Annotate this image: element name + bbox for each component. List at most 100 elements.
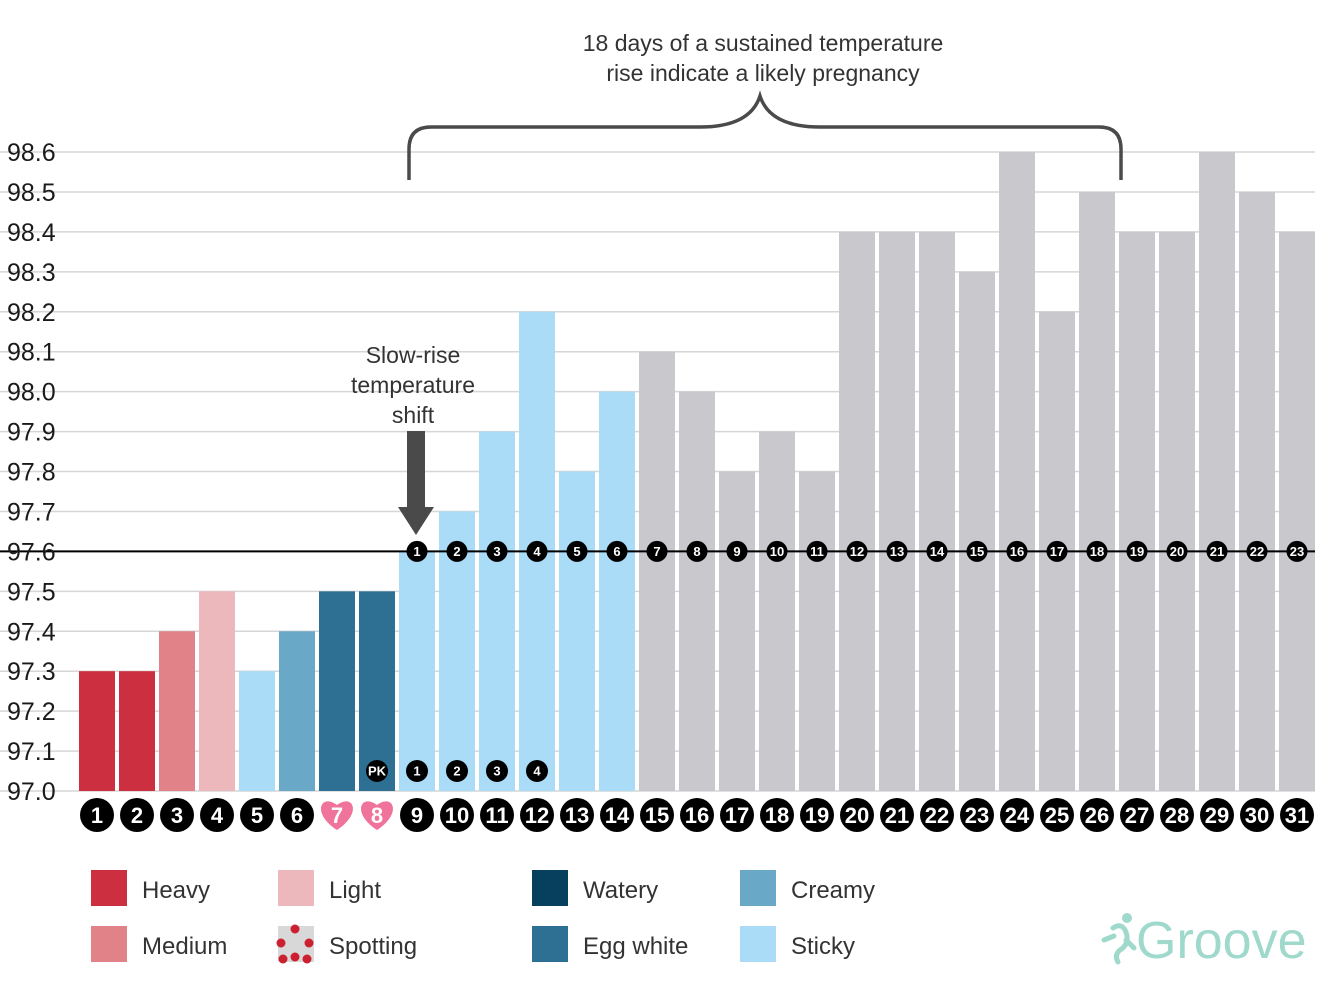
- day-marker-circle: [760, 798, 794, 832]
- rise-marker-label: 10: [770, 544, 784, 559]
- y-tick-label: 97.5: [7, 578, 56, 606]
- rise-marker-circle: [1166, 540, 1188, 562]
- day-marker-circle: [1280, 798, 1314, 832]
- rise-marker-label: 21: [1210, 544, 1224, 559]
- rise-marker-label: 14: [930, 544, 945, 559]
- peak-markers: PK 1 2 3 4: [366, 760, 548, 782]
- day-label: 17: [725, 803, 749, 828]
- legend-swatch-light: [278, 870, 314, 906]
- y-tick-label: 97.8: [7, 459, 56, 487]
- legend-label-spotting: Spotting: [329, 933, 417, 960]
- y-axis: 98.6 98.5 98.4 98.3 98.2 98.1 98.0 97.9 97.8 97.7…: [7, 139, 56, 806]
- day-marker-circle: [640, 798, 674, 832]
- peak-marker-circle: [446, 760, 468, 782]
- bar-day-14: [599, 391, 635, 791]
- day-marker-circle: [1200, 798, 1234, 832]
- day-label: 15: [645, 803, 669, 828]
- rise-marker-label: 8: [693, 544, 700, 559]
- day-label: 8: [371, 803, 383, 828]
- rise-marker-label: 4: [533, 544, 541, 559]
- arrow-annotation-line-2: temperature: [351, 372, 475, 398]
- arrow-annotation-line-1: Slow-rise: [366, 342, 461, 368]
- rise-marker-circle: [446, 540, 468, 562]
- legend-swatch-egg_white: [532, 926, 568, 962]
- bar-day-30: [1239, 191, 1275, 791]
- rise-marker-label: 7: [653, 544, 660, 559]
- peak-marker-label: 4: [533, 764, 541, 779]
- brace-annotation-line-2: rise indicate a likely pregnancy: [606, 60, 920, 86]
- rise-marker-circle: [806, 540, 828, 562]
- bar-day-7: [319, 591, 355, 791]
- y-tick-label: 98.2: [7, 299, 56, 327]
- bar-day-21: [879, 231, 915, 791]
- bar-day-5: [239, 671, 275, 791]
- groove-logo: Groove: [1101, 912, 1307, 970]
- day-label: 11: [485, 803, 508, 828]
- day-label: 28: [1165, 803, 1189, 828]
- bar-day-20: [839, 231, 875, 791]
- sustained-rise-brace: [407, 90, 1123, 180]
- rise-marker-label: 1: [413, 544, 420, 559]
- rise-marker-circle: [1046, 540, 1068, 562]
- day-label: 31: [1285, 803, 1309, 828]
- day-marker-circle: [840, 798, 874, 832]
- day-label: 25: [1045, 803, 1069, 828]
- rise-marker-circle: [766, 540, 788, 562]
- bar-day-15: [639, 351, 675, 791]
- day-label: 1: [91, 803, 103, 828]
- legend-label-sticky: Sticky: [791, 933, 855, 960]
- bar-day-31: [1279, 231, 1315, 791]
- rise-marker-label: 9: [733, 544, 740, 559]
- day-marker-circle: [120, 798, 154, 832]
- bar-day-6: [279, 631, 315, 791]
- rise-markers: 1 2 3 4 5 6 7 8 9 10 11 12 13 14 15 16 17 18 19 20 21 22 23: [406, 540, 1308, 562]
- bar-day-2: [119, 671, 155, 791]
- y-tick-label: 98.1: [7, 339, 56, 367]
- day-label: 18: [765, 803, 789, 828]
- day-marker-circle: [920, 798, 954, 832]
- legend-label-heavy: Heavy: [142, 877, 210, 904]
- rise-marker-label: 18: [1090, 544, 1104, 559]
- day-label: 14: [605, 803, 630, 828]
- bar-day-23: [959, 271, 995, 791]
- rise-marker-circle: [966, 540, 988, 562]
- y-tick-label: 98.4: [7, 219, 56, 247]
- rise-marker-label: 19: [1130, 544, 1144, 559]
- rise-marker-circle: [606, 540, 628, 562]
- bar-day-18: [759, 431, 795, 791]
- bar-day-24: [999, 152, 1035, 791]
- bar-day-28: [1159, 231, 1195, 791]
- peak-marker-circle: [366, 760, 388, 782]
- y-tick-label: 97.9: [7, 419, 56, 447]
- bar-day-1: [79, 671, 115, 791]
- rise-marker-circle: [526, 540, 548, 562]
- rise-marker-circle: [1246, 540, 1268, 562]
- bar-day-16: [679, 391, 715, 791]
- day-label: 27: [1125, 803, 1149, 828]
- day-marker-circle: [560, 798, 594, 832]
- day-marker-circle: [80, 798, 114, 832]
- rise-marker-circle: [1286, 540, 1308, 562]
- bar-day-26: [1079, 191, 1115, 791]
- brace-annotation-line-1: 18 days of a sustained temperature: [583, 30, 944, 56]
- peak-marker-circle: [526, 760, 548, 782]
- rise-marker-circle: [1086, 540, 1108, 562]
- rise-marker-label: 16: [1010, 544, 1024, 559]
- y-tick-label: 97.2: [7, 698, 56, 726]
- day-marker-circle: [800, 798, 834, 832]
- bar-day-13: [559, 471, 595, 791]
- legend-swatch-medium: [91, 926, 127, 962]
- day-marker-circle: [1120, 798, 1154, 832]
- day-label: 13: [565, 803, 589, 828]
- rise-marker-circle: [686, 540, 708, 562]
- day-label: 12: [525, 803, 549, 828]
- day-marker-circle: [1080, 798, 1114, 832]
- spotting-dot: [276, 938, 286, 948]
- legend-label-medium: Medium: [142, 933, 227, 960]
- rise-marker-label: 3: [493, 544, 500, 559]
- bar-day-8: [359, 591, 395, 791]
- x-axis: 1 2 3 4 5 6 7 8 9 10 11 12 13 14 15 16 17 18 19 20 21 22 23 24 2…: [80, 798, 1314, 832]
- arrow-head: [398, 507, 434, 535]
- legend-swatch-heavy: [91, 870, 127, 906]
